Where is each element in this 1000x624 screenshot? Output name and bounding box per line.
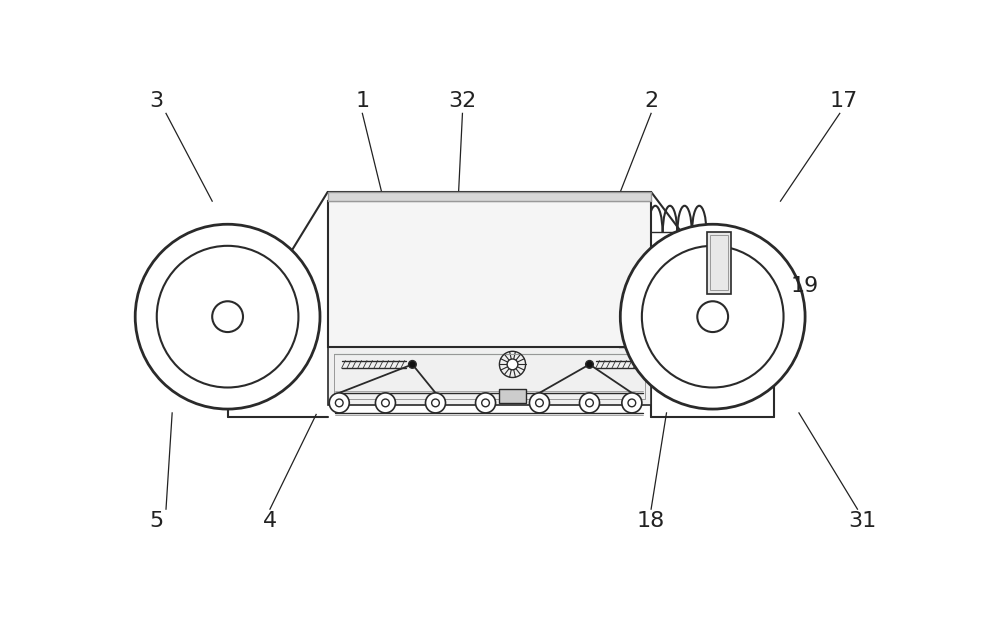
Circle shape	[375, 393, 395, 413]
Bar	[328, 348, 651, 405]
Circle shape	[622, 393, 642, 413]
Circle shape	[507, 359, 518, 370]
Circle shape	[529, 393, 549, 413]
Bar	[710, 235, 728, 291]
Text: 18: 18	[637, 512, 665, 532]
Text: 4: 4	[263, 512, 277, 532]
Circle shape	[329, 393, 349, 413]
Circle shape	[697, 301, 728, 332]
Circle shape	[579, 393, 600, 413]
Text: 31: 31	[849, 512, 877, 532]
Circle shape	[586, 361, 593, 368]
Text: 3: 3	[150, 91, 164, 111]
Circle shape	[135, 224, 320, 409]
Text: 32: 32	[448, 91, 477, 111]
Text: 2: 2	[644, 91, 658, 111]
Text: 19: 19	[791, 276, 819, 296]
Bar	[328, 201, 651, 348]
Circle shape	[409, 361, 416, 368]
Circle shape	[476, 393, 496, 413]
Bar	[328, 192, 651, 201]
Circle shape	[212, 301, 243, 332]
Circle shape	[425, 393, 446, 413]
Bar	[707, 232, 731, 293]
Text: 5: 5	[150, 512, 164, 532]
Circle shape	[620, 224, 805, 409]
Text: 1: 1	[355, 91, 369, 111]
Text: 17: 17	[829, 91, 858, 111]
Bar	[334, 354, 645, 399]
Bar	[499, 389, 526, 403]
